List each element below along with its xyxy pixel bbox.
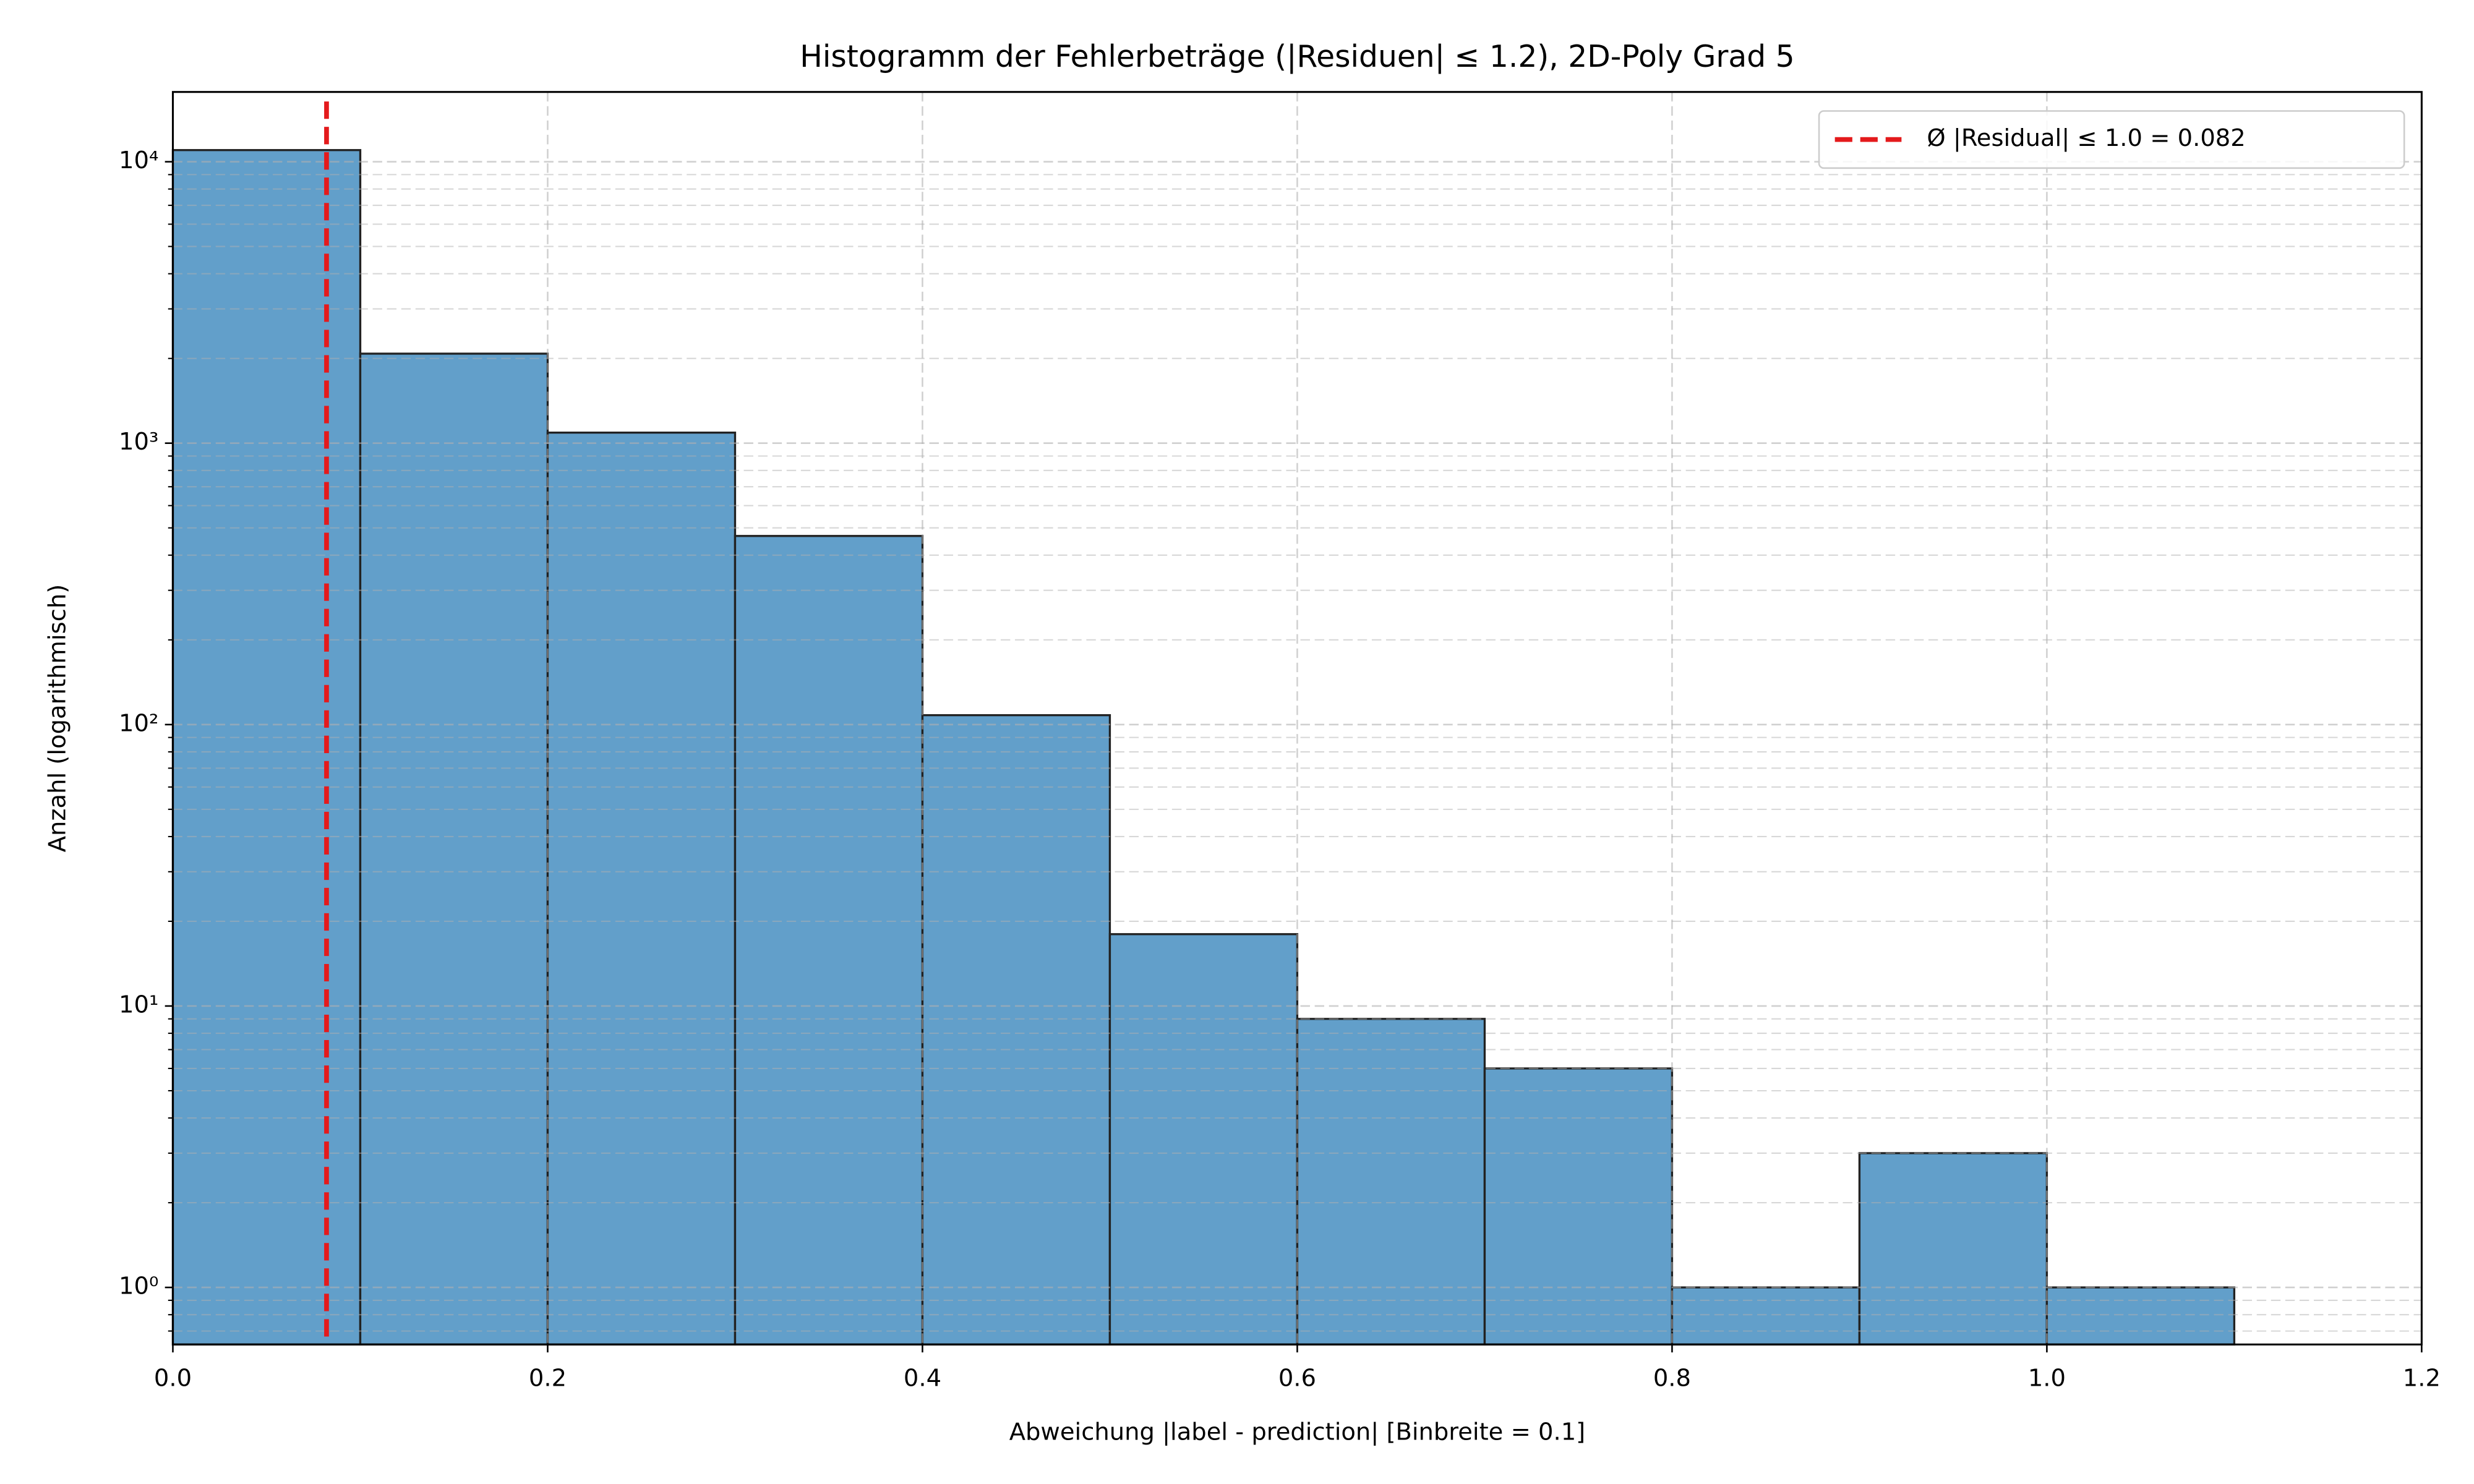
y-tick-label: 10⁴ xyxy=(119,147,158,174)
y-tick-label: 10² xyxy=(119,709,158,737)
chart-title: Histogramm der Fehlerbeträge (|Residuen|… xyxy=(800,40,1794,74)
y-tick-label: 10³ xyxy=(119,428,158,456)
bar xyxy=(921,714,1111,1346)
bar xyxy=(1483,1067,1674,1346)
y-tick-label: 10⁰ xyxy=(119,1273,158,1300)
y-tick-label: 10¹ xyxy=(119,991,158,1018)
plot-frame xyxy=(171,91,2423,1345)
x-tick-label: 0.2 xyxy=(529,1364,567,1392)
bar xyxy=(546,432,737,1346)
bar xyxy=(1296,1018,1486,1346)
bar xyxy=(359,352,549,1346)
bar xyxy=(1671,1286,1861,1346)
x-tick-label: 0.4 xyxy=(904,1364,941,1392)
bar xyxy=(1108,933,1299,1346)
bar xyxy=(734,535,924,1346)
bar xyxy=(2045,1286,2236,1346)
x-tick-label: 0.8 xyxy=(1653,1364,1691,1392)
x-tick-label: 0.0 xyxy=(154,1364,192,1392)
x-tick-label: 1.2 xyxy=(2403,1364,2441,1392)
x-axis-label: Abweichung |label - prediction| [Binbrei… xyxy=(1009,1418,1585,1446)
x-tick-label: 1.0 xyxy=(2028,1364,2066,1392)
legend-box xyxy=(1818,110,2405,169)
legend-label: Ø |Residual| ≤ 1.0 = 0.082 xyxy=(1927,124,2245,152)
bar xyxy=(1858,1152,2048,1346)
y-axis-label: Anzahl (logarithmisch) xyxy=(43,584,71,853)
x-tick-label: 0.6 xyxy=(1278,1364,1316,1392)
bar xyxy=(171,149,362,1346)
